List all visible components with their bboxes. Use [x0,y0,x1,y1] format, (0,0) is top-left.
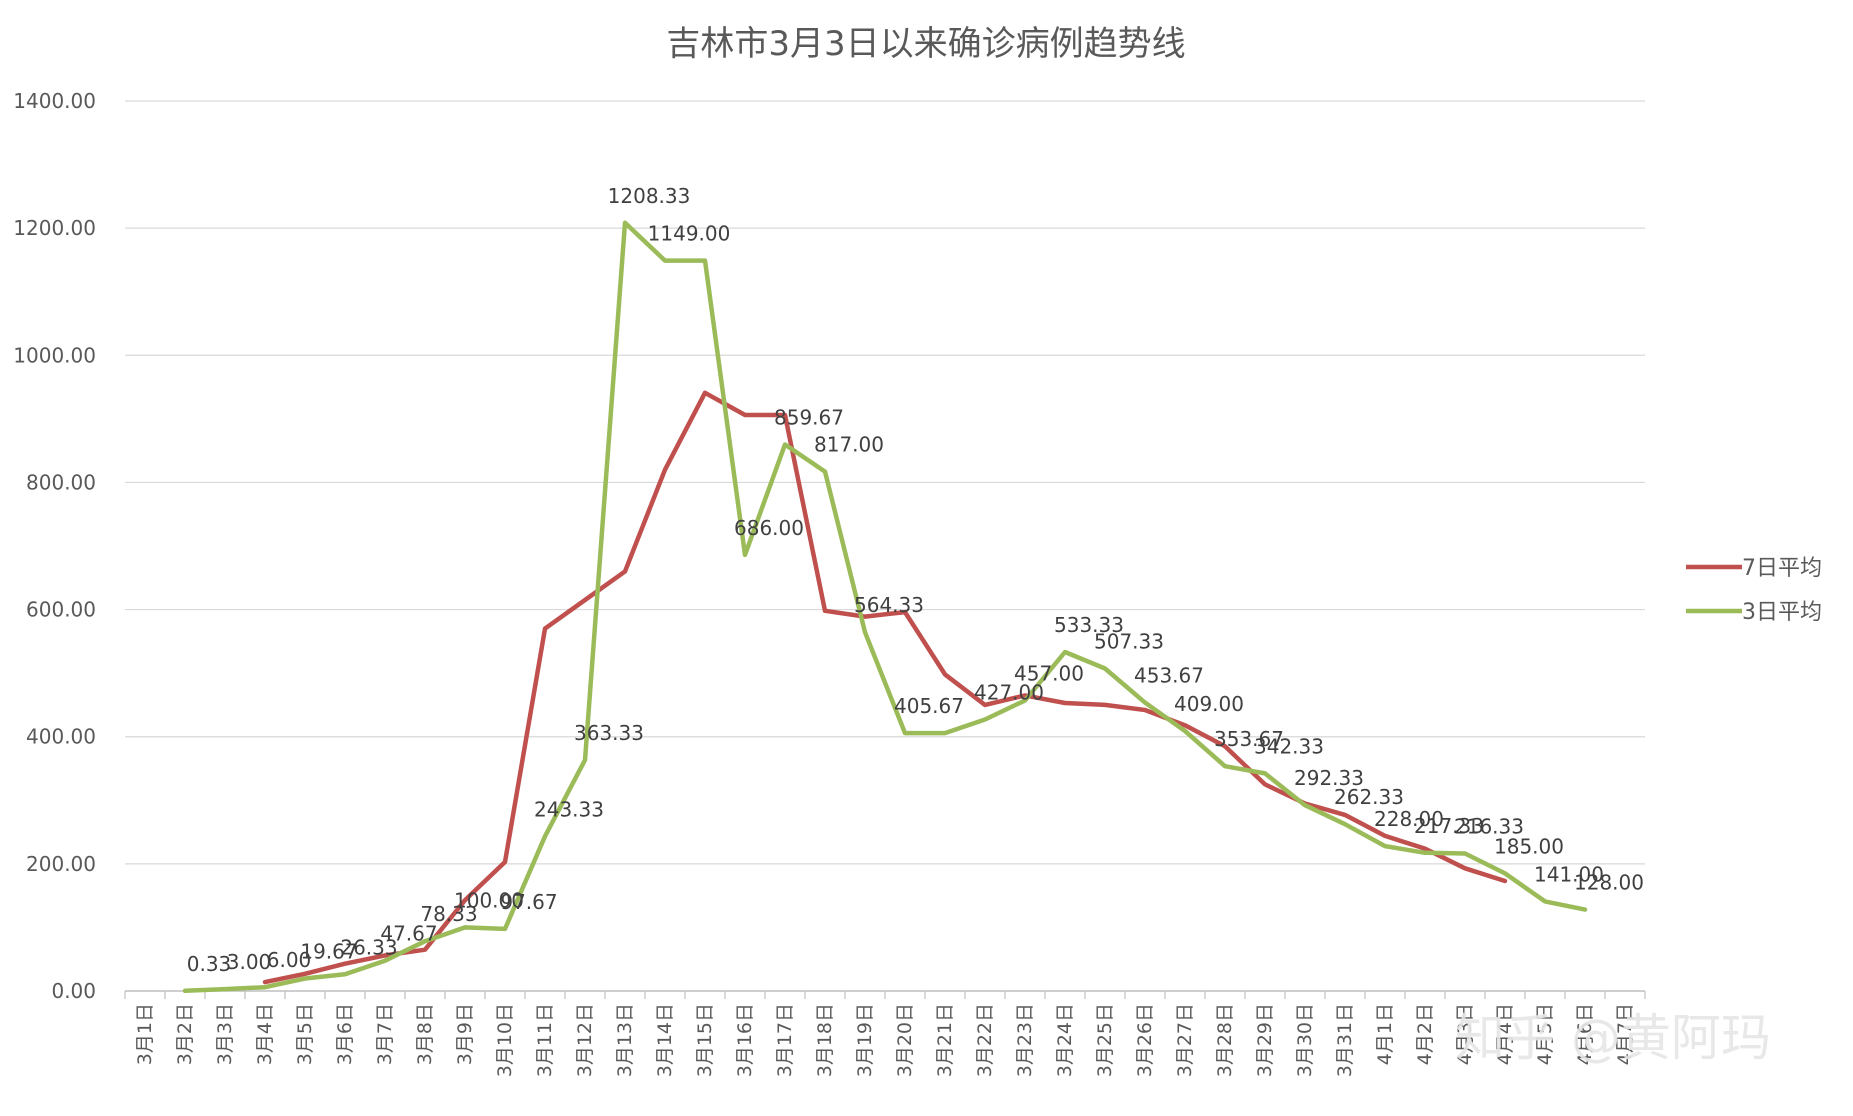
data-label: 1149.00 [648,222,731,246]
y-tick-label: 800.00 [26,470,96,494]
x-tick-label: 3月3日 [214,1003,236,1065]
data-label: 128.00 [1574,871,1644,895]
y-tick-label: 400.00 [26,725,96,749]
x-tick-label: 4月4日 [1494,1003,1516,1065]
data-label: 262.33 [1334,785,1404,809]
data-label: 0.33 [187,952,232,976]
data-label: 141.00 [1534,862,1604,886]
x-tick-label: 3月14日 [654,1003,676,1077]
data-label: 342.33 [1254,734,1324,758]
x-tick-label: 3月8日 [414,1003,436,1065]
x-tick-label: 3月7日 [374,1003,396,1065]
data-label: 97.67 [500,890,557,914]
chart-title: 吉林市3月3日以来确诊病例趋势线 [666,24,1185,64]
y-axis-ticks: 0.00 200.00 400.00 600.00 800.00 1000.00 1200.… [13,89,96,1003]
x-tick-label: 3月13日 [614,1003,636,1077]
y-tick-label: 1000.00 [13,343,96,367]
y-tick-label: 1200.00 [13,216,96,240]
x-tick-label: 3月12日 [574,1003,596,1077]
data-label: 363.33 [574,721,644,745]
x-tick-label: 3月6日 [334,1003,356,1065]
x-tick-label: 3月15日 [694,1003,716,1077]
data-label: 19.67 [300,939,357,963]
x-tick-label: 3月5日 [294,1003,316,1065]
y-tick-label: 1400.00 [13,89,96,113]
watermark: 知乎 @黄阿玛 [1455,1009,1771,1067]
x-tick-label: 4月6日 [1574,1003,1596,1065]
x-tick-label: 3月16日 [734,1003,756,1077]
x-tick-label: 3月31日 [1334,1003,1356,1077]
legend: 7日平均 3日平均 [1686,556,1822,625]
data-label: 217.33 [1414,814,1484,838]
data-label: 564.33 [854,593,924,617]
data-label: 409.00 [1174,692,1244,716]
x-tick-label: 3月27日 [1174,1003,1196,1077]
x-tick-label: 3月22日 [974,1003,996,1077]
x-tick-label: 4月5日 [1534,1003,1556,1065]
x-tick-label: 4月2日 [1414,1003,1436,1065]
data-label: 405.67 [894,694,964,718]
data-label: 533.33 [1054,613,1124,637]
data-label: 47.67 [380,922,437,946]
legend-label: 7日平均 [1742,556,1822,581]
x-tick-label: 3月11日 [534,1003,556,1077]
data-label: 100.00 [454,888,524,912]
x-tick-label: 3月23日 [1014,1003,1036,1077]
data-label: 817.00 [814,433,884,457]
data-label: 185.00 [1494,834,1564,858]
data-label: 427.00 [974,681,1044,705]
x-tick-label: 3月30日 [1294,1003,1316,1077]
data-label: 353.67 [1214,727,1284,751]
data-label: 453.67 [1134,664,1204,688]
data-label: 228.00 [1374,807,1444,831]
data-label: 457.00 [1014,661,1084,685]
x-tick-label: 4月1日 [1374,1003,1396,1065]
x-tick-label: 3月25日 [1094,1003,1116,1077]
x-tick-label: 3月17日 [774,1003,796,1077]
legend-label: 3日平均 [1742,600,1822,625]
x-tick-label: 3月29日 [1254,1003,1276,1077]
series-line [182,220,1588,994]
x-tick-label: 3月9日 [454,1003,476,1065]
gridlines [125,100,1645,865]
x-tick-label: 3月24日 [1054,1003,1076,1077]
data-label: 6.00 [267,948,312,972]
x-tick-label: 3月26日 [1134,1003,1156,1077]
x-tick-label: 3月19日 [854,1003,876,1077]
x-tick-label: 3月2日 [174,1003,196,1065]
x-tick-label: 3月28日 [1214,1003,1236,1077]
data-label: 686.00 [734,516,804,540]
x-tick-label: 4月3日 [1454,1003,1476,1065]
data-label: 3.00 [227,950,272,974]
data-label: 78.33 [420,902,477,926]
data-label: 243.33 [534,797,604,821]
y-tick-label: 600.00 [26,598,96,622]
x-tick-label: 3月10日 [494,1003,516,1077]
x-tick-label: 3月21日 [934,1003,956,1077]
x-tick-label: 3月4日 [254,1003,276,1065]
data-label: 1208.33 [608,184,691,208]
y-tick-label: 200.00 [26,852,96,876]
data-label: 859.67 [774,405,844,429]
data-label: 507.33 [1094,629,1164,653]
data-labels: 0.333.006.0019.6726.3347.6778.33100.0097… [187,184,1644,976]
x-tick-label: 3月20日 [894,1003,916,1077]
x-axis: 3月1日 3月2日 3月3日 3月4日 3月5日 3月6日 3月7日 3月8日 3月9日 3月10… [124,990,1646,1077]
series-lines [182,220,1588,994]
x-tick-label: 3月18日 [814,1003,836,1077]
x-tick-label: 4月7日 [1614,1003,1636,1065]
data-label: 292.33 [1294,766,1364,790]
x-tick-label: 3月1日 [134,1003,156,1065]
data-label: 26.33 [340,935,397,959]
data-label: 216.33 [1454,814,1524,838]
y-tick-label: 0.00 [51,979,96,1003]
